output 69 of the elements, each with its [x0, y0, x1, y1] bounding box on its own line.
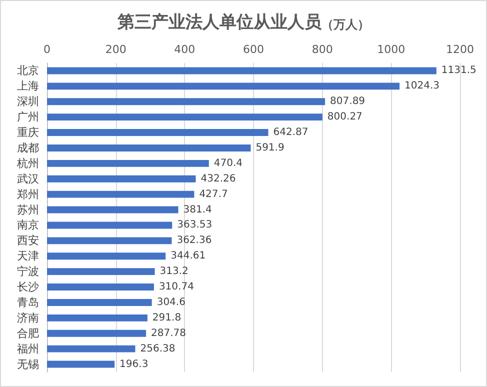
bar — [47, 82, 400, 90]
data-label: 362.36 — [176, 235, 212, 246]
bar — [47, 67, 436, 74]
bar — [47, 284, 154, 290]
chart-subtitle: （万人） — [322, 18, 370, 32]
y-tick-label: 无锡 — [17, 358, 39, 371]
y-tick-label: 深圳 — [17, 95, 39, 108]
bar — [47, 360, 115, 368]
data-label: 304.6 — [156, 296, 186, 308]
bar — [47, 314, 148, 322]
y-tick-label: 长沙 — [17, 280, 39, 294]
data-label: 1024.3 — [404, 80, 440, 92]
data-label: 470.4 — [214, 158, 243, 169]
y-tick-label: 杭州 — [16, 156, 39, 170]
x-tick-label: 200 — [105, 43, 126, 56]
bar — [47, 160, 209, 167]
data-label: 427.7 — [199, 188, 228, 200]
y-tick-label: 青岛 — [17, 296, 39, 309]
x-tick-label: 1200 — [446, 43, 474, 56]
y-tick-label: 北京 — [17, 64, 39, 78]
bar — [47, 190, 194, 198]
data-label: 807.89 — [330, 96, 366, 108]
bar — [47, 175, 196, 182]
data-label: 196.3 — [120, 358, 148, 370]
data-label: 291.8 — [152, 312, 182, 324]
y-tick-label: 合肥 — [17, 326, 39, 340]
data-label: 363.53 — [177, 220, 212, 231]
y-tick-label: 宁波 — [17, 265, 39, 278]
bar — [47, 206, 178, 214]
data-label: 344.61 — [170, 250, 206, 262]
bar — [47, 299, 152, 306]
x-tick-label: 0 — [44, 43, 50, 56]
y-tick-label: 西安 — [17, 234, 39, 248]
bar — [47, 268, 155, 276]
x-tick-label: 800 — [312, 43, 333, 56]
bar — [47, 237, 172, 244]
y-tick-label: 天津 — [17, 250, 39, 263]
bar — [47, 345, 136, 352]
bar — [47, 129, 268, 136]
y-tick-label: 成都 — [17, 141, 39, 154]
y-tick-label: 苏州 — [17, 203, 39, 216]
y-tick-label: 福州 — [17, 342, 39, 356]
y-tick-label: 郑州 — [17, 188, 39, 201]
x-tick-label: 600 — [243, 43, 264, 56]
bar — [47, 114, 322, 121]
bar — [47, 222, 172, 229]
bar — [47, 98, 326, 106]
data-label: 310.74 — [158, 282, 194, 293]
bar — [47, 144, 251, 152]
data-label: 591.9 — [256, 142, 284, 154]
y-tick-label: 济南 — [17, 311, 39, 324]
data-label: 432.26 — [200, 173, 236, 184]
bar — [47, 330, 146, 337]
y-tick-label: 重庆 — [17, 126, 39, 140]
y-tick-label: 武汉 — [17, 172, 39, 186]
y-tick-label: 南京 — [17, 218, 39, 232]
chart-title: 第三产业法人单位从业人员 — [116, 12, 322, 32]
data-label: 256.38 — [140, 343, 176, 354]
data-label: 313.2 — [160, 266, 188, 278]
data-label: 381.4 — [183, 204, 212, 216]
y-tick-label: 广州 — [17, 110, 39, 124]
data-label: 1131.5 — [441, 65, 476, 76]
data-label: 642.87 — [273, 127, 308, 138]
x-tick-label: 1000 — [377, 43, 406, 56]
x-tick-label: 400 — [174, 43, 196, 56]
data-label: 800.27 — [327, 112, 362, 123]
y-tick-label: 上海 — [17, 80, 39, 93]
data-label: 287.78 — [151, 328, 186, 339]
bar — [47, 252, 166, 260]
